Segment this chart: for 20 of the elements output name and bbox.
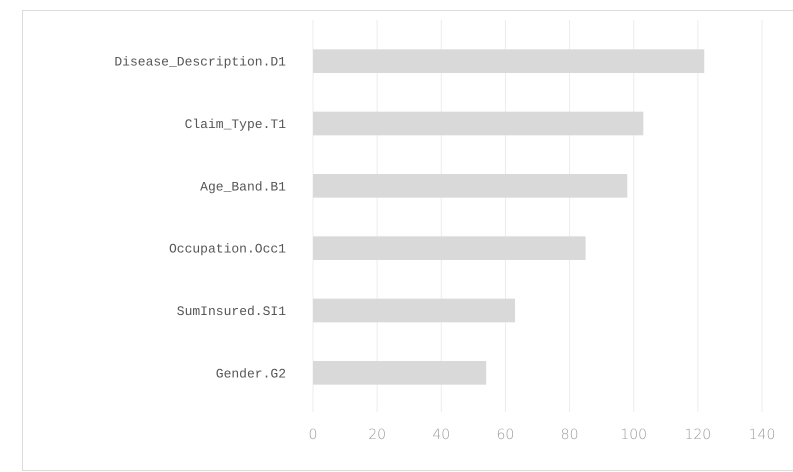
x-tick-label: 80 xyxy=(560,427,578,443)
bar xyxy=(313,112,644,136)
y-tick-label: Age_Band.B1 xyxy=(200,179,286,194)
x-tick-label: 120 xyxy=(684,427,712,443)
bar xyxy=(313,174,628,198)
bar xyxy=(313,298,516,322)
y-tick-label: Gender.G2 xyxy=(216,366,286,382)
bar xyxy=(313,236,586,260)
y-tick-label: SumInsured.SI1 xyxy=(176,304,286,320)
x-tick-label: 40 xyxy=(432,427,450,443)
y-tick-label: Claim_Type.T1 xyxy=(184,117,286,132)
x-tick-label: 20 xyxy=(368,427,386,443)
y-tick-label: Occupation.Occ1 xyxy=(168,242,286,257)
bar xyxy=(313,360,486,385)
x-tick-label: 140 xyxy=(748,427,776,443)
y-tick-label: Disease_Description.D1 xyxy=(114,54,286,70)
x-tick-label: 0 xyxy=(308,427,318,443)
x-tick-label: 100 xyxy=(620,427,648,443)
x-tick-label: 60 xyxy=(496,427,514,443)
bar xyxy=(313,49,704,74)
